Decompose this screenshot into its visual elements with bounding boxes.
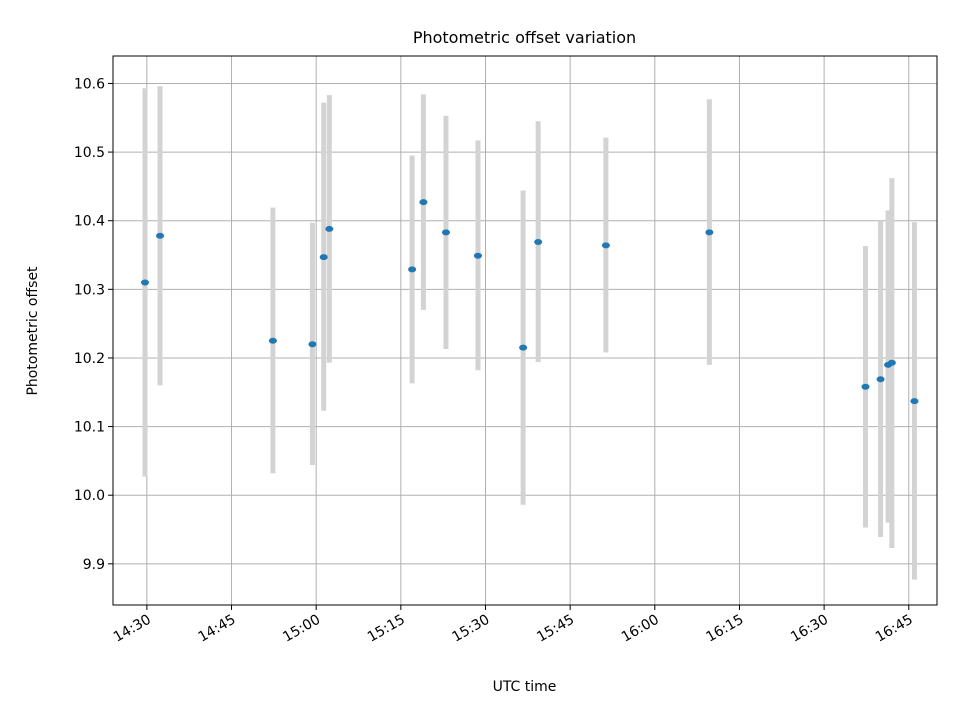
data-points (140, 199, 919, 405)
plot-frame (112, 55, 938, 606)
chart-title: Photometric offset variation (413, 28, 636, 47)
data-point (910, 398, 919, 405)
y-tick-label: 10.5 (74, 145, 105, 161)
data-point (156, 232, 165, 239)
data-point (268, 337, 277, 344)
y-tick-label: 10.3 (74, 282, 105, 298)
data-point (534, 238, 543, 245)
y-axis-ticks: 9.9 10.0 10.1 10.2 10.3 10.4 10.5 10.6 (74, 76, 113, 573)
data-point (408, 266, 417, 273)
data-point (319, 254, 328, 261)
data-point (473, 252, 482, 259)
data-point (140, 279, 149, 286)
data-point (419, 199, 428, 206)
y-tick-label: 9.9 (83, 557, 105, 573)
data-point (441, 229, 450, 236)
data-point (325, 225, 334, 232)
data-point (308, 341, 317, 348)
y-tick-label: 10.1 (74, 420, 105, 436)
y-tick-label: 10.2 (74, 351, 105, 367)
y-axis-label: Photometric offset (25, 266, 41, 396)
data-point (601, 242, 610, 249)
x-axis-label: UTC time (493, 679, 557, 695)
data-point (519, 344, 528, 351)
data-point (705, 229, 714, 236)
y-tick-label: 10.0 (74, 488, 105, 504)
data-point (861, 383, 870, 390)
data-point (887, 359, 896, 366)
data-point (876, 376, 885, 383)
y-tick-label: 10.6 (74, 76, 105, 92)
y-tick-label: 10.4 (74, 214, 105, 230)
